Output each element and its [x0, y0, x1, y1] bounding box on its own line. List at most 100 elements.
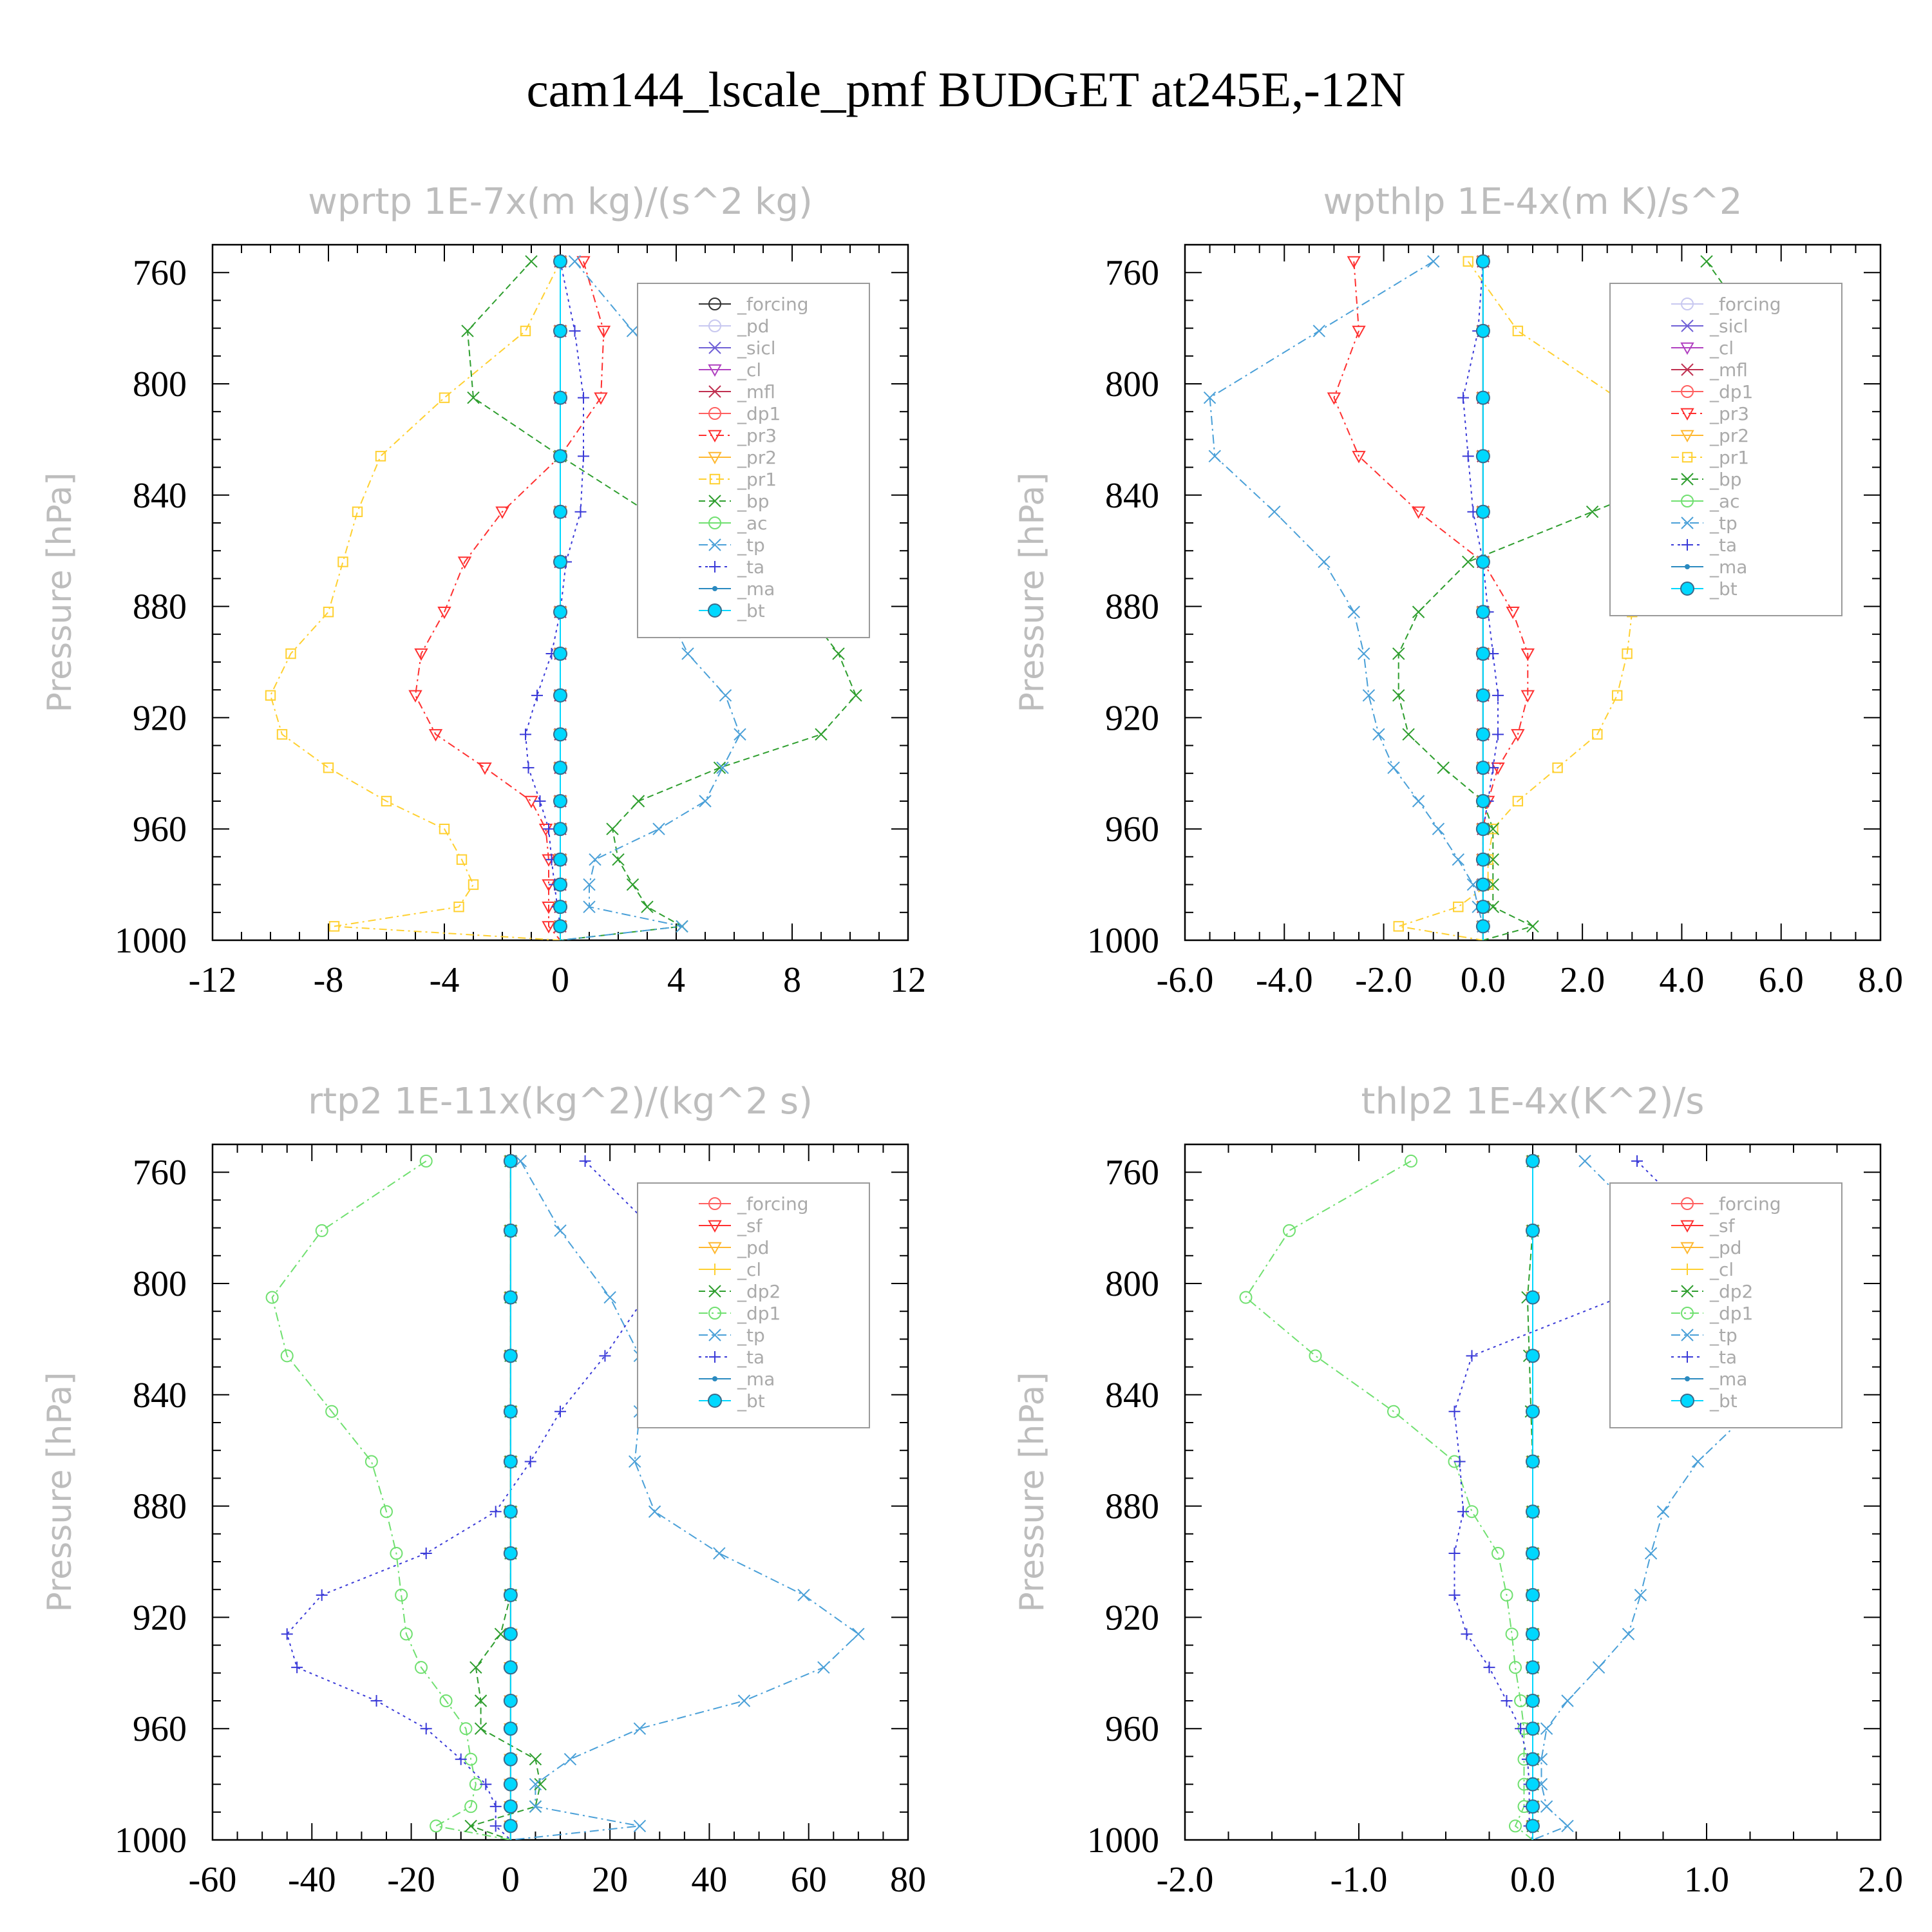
y-tick-label: 760 [1105, 1153, 1159, 1193]
legend-marker [709, 561, 721, 573]
data-point-tp [1466, 878, 1480, 891]
data-point-tp [1358, 647, 1370, 660]
data-point-tp [1691, 1455, 1705, 1468]
legend-marker [708, 1307, 721, 1320]
legend-marker [708, 430, 722, 443]
x-tick-label: -4.0 [1256, 960, 1313, 1000]
data-point-bt [553, 688, 567, 703]
x-tick-label: 8 [783, 960, 801, 1000]
data-point-pr3 [1506, 607, 1520, 620]
data-point-tp [1578, 1155, 1591, 1168]
x-tick-label: -4 [430, 960, 460, 1000]
series-line-tp [1532, 1160, 1803, 1840]
legend-marker [708, 1394, 722, 1408]
series-line-ta [524, 261, 584, 940]
data-point-bp [849, 689, 862, 702]
data-point-bt [553, 822, 567, 837]
data-point-dp1 [1283, 1224, 1296, 1237]
data-point-bt [1526, 1777, 1540, 1792]
data-point-tp [554, 1224, 567, 1237]
data-point-pr3 [594, 392, 608, 405]
legend-marker [1681, 385, 1694, 398]
data-point-pr3 [596, 325, 611, 338]
x-tick-label: 60 [791, 1860, 827, 1900]
data-point-pr1 [276, 729, 288, 740]
data-point-dp1 [1509, 1819, 1522, 1833]
legend-label: _bt [1709, 578, 1738, 600]
x-tick-label: -20 [387, 1860, 435, 1900]
data-point-tp [1540, 1800, 1553, 1813]
data-point-tp [817, 1661, 830, 1674]
series-line-pr3 [414, 261, 605, 940]
data-point-tp [737, 1694, 751, 1707]
data-point-ta [524, 1455, 536, 1468]
legend-marker [1681, 319, 1694, 332]
panel-title: wprtp 1E-7x(m kg)/(s^2 kg) [308, 181, 813, 223]
legend-marker [1681, 495, 1694, 507]
x-tick-label: -40 [288, 1860, 336, 1900]
y-tick-label: 840 [1105, 476, 1159, 516]
legend-marker [1681, 516, 1694, 529]
x-tick-label: 80 [890, 1860, 926, 1900]
panel-title: thlp2 1E-4x(K^2)/s [1361, 1081, 1705, 1122]
data-point-bt [1526, 1587, 1540, 1602]
data-point-bt [1526, 1627, 1540, 1642]
legend-label: _bp [1709, 469, 1742, 490]
data-point-dp1 [280, 1349, 294, 1363]
y-tick-label: 880 [133, 587, 187, 627]
data-point-dp2 [529, 1753, 542, 1766]
legend-marker [708, 364, 722, 377]
data-point-ta [1501, 1695, 1513, 1707]
data-point-dp2 [469, 1661, 482, 1674]
data-point-dp1 [365, 1455, 378, 1468]
data-point-tp [852, 1627, 865, 1641]
data-point-bp [1486, 853, 1499, 866]
panel-title: wpthlp 1E-4x(m K)/s^2 [1323, 181, 1742, 223]
legend-marker [1680, 1220, 1694, 1233]
legend: _forcing_sicl_cl_mfl_dp1_pr3_pr2_pr1_bp_… [1609, 283, 1842, 616]
data-point-bt [553, 877, 567, 892]
data-point-ta [1448, 1405, 1461, 1417]
data-point-bp [1700, 255, 1713, 268]
legend-label: _pr2 [1709, 425, 1749, 446]
legend-label: _sf [1709, 1215, 1736, 1236]
data-point-bt [1475, 727, 1490, 742]
legend: _forcing_pd_sicl_cl_mfl_dp1_pr3_pr2_pr1_… [637, 283, 870, 638]
panel-2: wpthlp 1E-4x(m K)/s^2 Pressure [hPa] 760 80… [1013, 181, 1903, 1000]
legend-marker [1681, 451, 1693, 463]
data-point-pr3 [1520, 648, 1535, 661]
data-point-bt [1475, 254, 1490, 269]
data-point-pr1 [1393, 921, 1404, 932]
legend-label: _forcing [1709, 1193, 1781, 1215]
legend-label: _ma [737, 1368, 775, 1390]
data-point-pr3 [542, 921, 556, 934]
data-point-tp [568, 255, 582, 268]
legend-marker [708, 516, 721, 529]
data-point-dp2 [474, 1694, 488, 1707]
data-point-dp2 [534, 1777, 547, 1791]
y-tick-label: 840 [133, 1376, 187, 1416]
data-point-ta [1461, 1628, 1473, 1640]
data-point-bt [1526, 1349, 1540, 1363]
legend-marker [708, 1285, 721, 1298]
data-point-bt [1475, 449, 1490, 464]
data-point-bt [503, 1819, 518, 1833]
data-point-dp1 [1239, 1291, 1253, 1304]
data-point-ta [1462, 450, 1474, 462]
legend-marker [708, 1329, 721, 1341]
data-point-pr1 [439, 392, 450, 403]
data-point-dp1 [1405, 1154, 1417, 1168]
legend-label: _tp [1709, 1325, 1738, 1346]
data-point-pr1 [520, 325, 531, 337]
data-point-bt [1526, 1752, 1540, 1766]
data-point-pr1 [375, 451, 386, 462]
x-tick-label: -60 [189, 1860, 237, 1900]
data-point-tp [1592, 1661, 1605, 1674]
data-point-tp [529, 1777, 542, 1791]
y-tick-label: 1000 [1087, 921, 1159, 961]
data-point-bt [503, 1223, 518, 1238]
data-point-ta [520, 728, 531, 741]
legend-label: _tp [737, 1325, 765, 1346]
legend-label: _dp2 [1709, 1281, 1753, 1302]
legend-label: _forcing [737, 294, 809, 315]
